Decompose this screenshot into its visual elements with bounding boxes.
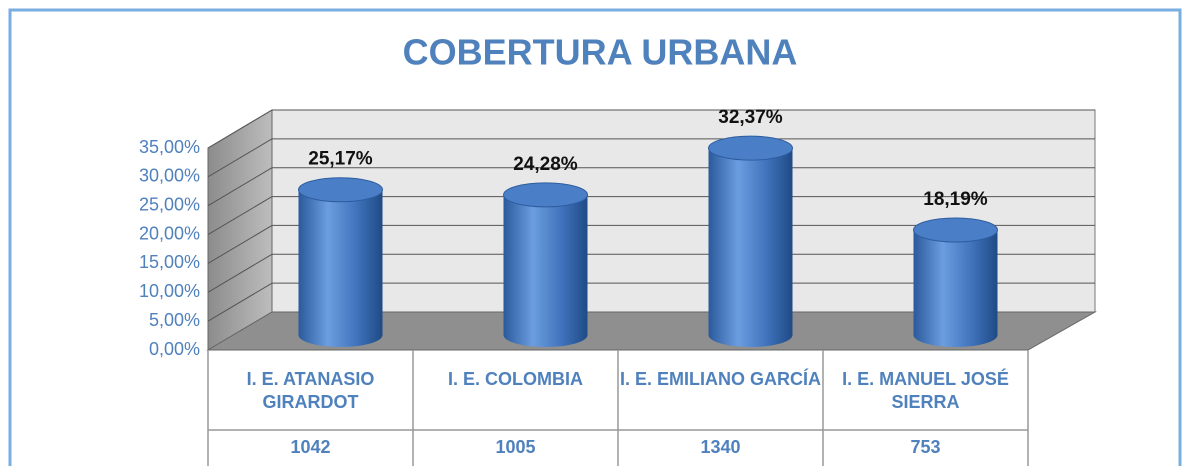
y-tick-label: 5,00% xyxy=(149,310,200,330)
y-tick-label: 20,00% xyxy=(139,223,200,243)
table-value: 753 xyxy=(910,437,941,457)
side-wall xyxy=(207,109,273,351)
y-tick-label: 25,00% xyxy=(139,194,200,214)
category-label: I. E. COLOMBIA xyxy=(448,369,583,389)
cylinder-top xyxy=(298,177,383,203)
grid-line xyxy=(207,224,273,264)
y-tick-label: 35,00% xyxy=(139,137,200,157)
data-label: 18,19% xyxy=(923,189,988,210)
cylinder-top xyxy=(503,182,588,208)
cylinder xyxy=(298,189,383,347)
cylinder xyxy=(913,230,998,347)
grid-line xyxy=(207,282,273,322)
frame xyxy=(8,8,1182,466)
cylinder xyxy=(708,148,793,347)
chart-title: COBERTURA URBANA xyxy=(403,32,798,73)
cylinder-top xyxy=(913,217,998,243)
grid-line xyxy=(207,253,273,293)
category-label: I. E. MANUEL JOSÉ SIERRA xyxy=(842,369,1009,412)
data-label: 32,37% xyxy=(718,107,783,128)
category-label: I. E. ATANASIO GIRARDOT xyxy=(246,369,375,412)
y-tick-label: 0,00% xyxy=(149,339,200,359)
category-label: I. E. EMILIANO GARCÍA xyxy=(619,369,821,389)
grid-line xyxy=(207,167,273,207)
cylinder-top xyxy=(708,135,793,161)
grid-line xyxy=(207,109,273,149)
table-value: 1340 xyxy=(700,437,741,457)
data-label: 25,17% xyxy=(308,149,373,170)
floor xyxy=(206,311,1097,351)
y-tick-label: 10,00% xyxy=(139,281,200,301)
y-tick-label: 30,00% xyxy=(139,166,200,186)
grid-line xyxy=(207,196,273,236)
grid-line xyxy=(207,138,273,178)
table-value: 1042 xyxy=(290,437,331,457)
table-value: 1005 xyxy=(495,437,536,457)
data-label: 24,28% xyxy=(513,154,578,175)
cylinder xyxy=(503,194,588,347)
y-tick-label: 15,00% xyxy=(139,252,200,272)
